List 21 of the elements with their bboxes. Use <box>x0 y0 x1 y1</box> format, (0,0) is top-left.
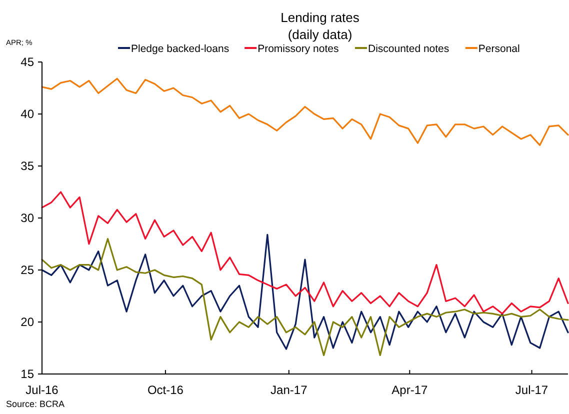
line-series <box>41 78 569 146</box>
y-tick-label: 25 <box>20 263 34 278</box>
chart-subtitle: (daily data) <box>288 27 352 42</box>
x-tick-label: Oct-16 <box>147 383 184 397</box>
y-tick-label: 20 <box>20 315 34 330</box>
x-tick-label: Jan-17 <box>270 383 308 397</box>
chart-title: Lending rates <box>280 10 360 25</box>
line-series <box>41 191 569 314</box>
legend-label: Pledge backed-loans <box>131 43 230 55</box>
legend-label: Personal <box>478 43 520 55</box>
y-tick-label: 40 <box>20 107 34 122</box>
y-tick-label: 45 <box>20 55 34 70</box>
x-tick-label: Jul-16 <box>26 383 59 397</box>
source-note: Source: BCRA <box>6 399 65 409</box>
y-tick-label: 15 <box>20 367 34 382</box>
x-tick-label: Apr-17 <box>392 383 428 397</box>
y-tick-label: 30 <box>20 211 34 226</box>
y-tick-label: 35 <box>20 159 34 174</box>
legend-label: Discounted notes <box>368 43 450 55</box>
x-tick-label: Jul-17 <box>515 383 548 397</box>
legend-label: Promissory notes <box>258 43 339 55</box>
